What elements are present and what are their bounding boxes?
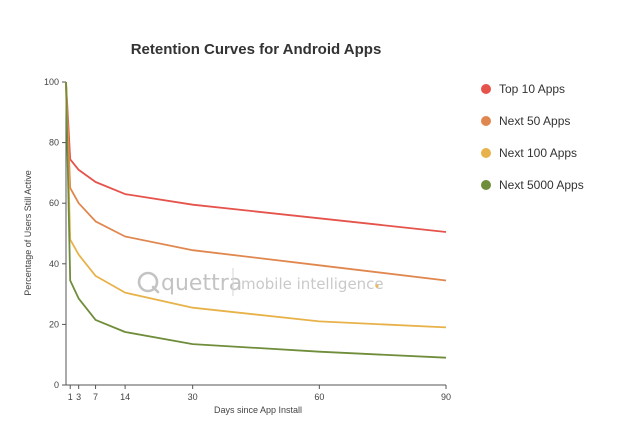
legend-label: Next 5000 Apps (499, 178, 584, 192)
y-tick-label: 60 (49, 198, 59, 208)
x-axis-label: Days since App Install (214, 405, 302, 415)
legend: Top 10 Apps Next 50 Apps Next 100 Apps Next… (481, 82, 584, 192)
axes: 0 20 40 60 80 100 1 3 7 14 30 60 90 (44, 77, 451, 402)
series-group (65, 81, 447, 359)
chart-title: Retention Curves for Android Apps (131, 41, 382, 58)
legend-swatch (481, 84, 491, 94)
watermark-logo (137, 271, 160, 294)
x-tick-label: 30 (188, 392, 198, 402)
legend-swatch (481, 148, 491, 158)
series-line-1 (65, 81, 447, 233)
watermark-dot (375, 284, 379, 288)
y-tick-label: 80 (49, 138, 59, 148)
y-tick-label: 40 (49, 259, 59, 269)
y-axis-label: Percentage of Users Still Active (23, 170, 33, 296)
series-line-3 (65, 81, 447, 329)
series-line-2 (65, 81, 447, 282)
legend-label: Top 10 Apps (499, 82, 565, 96)
legend-swatch (481, 116, 491, 126)
legend-swatch (481, 180, 491, 190)
watermark: quettra mobile intelligence (137, 268, 384, 296)
y-tick-label: 0 (54, 380, 59, 390)
legend-label: Next 50 Apps (499, 114, 570, 128)
series-line-4 (65, 81, 447, 359)
x-tick-label: 3 (76, 392, 81, 402)
x-tick-label: 14 (120, 392, 130, 402)
watermark-tagline: mobile intelligence (241, 275, 384, 293)
y-tick-label: 100 (44, 77, 59, 87)
x-tick-label: 1 (68, 392, 73, 402)
y-tick-label: 20 (49, 319, 59, 329)
x-tick-label: 90 (441, 392, 451, 402)
x-tick-label: 60 (314, 392, 324, 402)
watermark-brand: quettra (161, 271, 242, 296)
legend-label: Next 100 Apps (499, 146, 577, 160)
x-tick-label: 7 (93, 392, 98, 402)
